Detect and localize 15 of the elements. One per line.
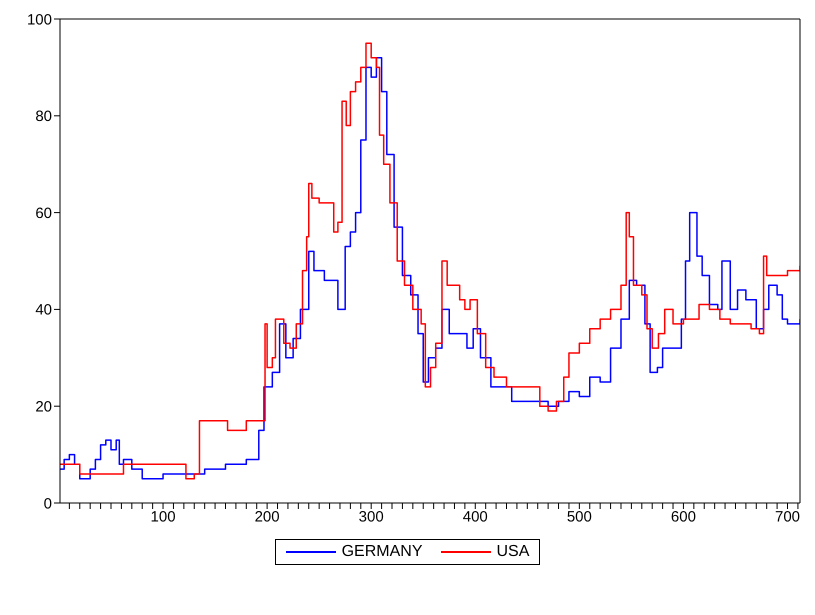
x-tick-label: 400	[462, 508, 488, 526]
y-tick-label: 0	[44, 495, 52, 512]
x-tick-label: 700	[774, 508, 800, 526]
legend-label: GERMANY	[342, 543, 422, 561]
y-tick-label: 20	[35, 398, 52, 416]
legend-label: USA	[496, 543, 530, 561]
y-tick-label: 80	[35, 108, 52, 126]
x-tick-label: 600	[670, 508, 696, 526]
y-tick-label: 60	[35, 204, 52, 222]
x-tick-label: 100	[150, 508, 176, 526]
x-tick-label: 200	[254, 508, 280, 526]
x-tick-label: 500	[566, 508, 592, 526]
x-tick-label: 300	[358, 508, 384, 526]
y-tick-label: 40	[35, 302, 52, 319]
y-tick-label: 100	[26, 11, 52, 28]
